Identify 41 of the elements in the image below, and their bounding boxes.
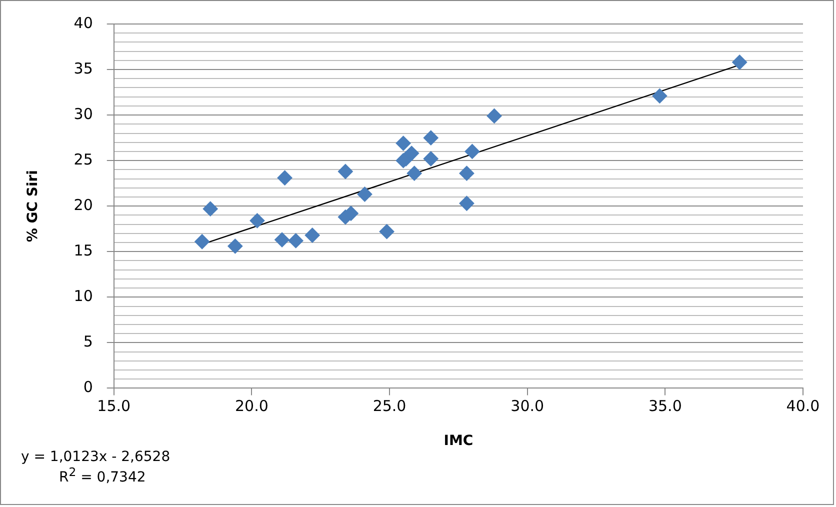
- point: [396, 136, 411, 151]
- x-tick-label: 40.0: [786, 397, 820, 416]
- y-tick-label: 20: [74, 196, 93, 214]
- x-tick-label: 25.0: [372, 397, 406, 416]
- point: [652, 88, 668, 104]
- point: [250, 213, 265, 228]
- point: [459, 166, 474, 181]
- y-tick-label: 5: [83, 332, 93, 351]
- point: [423, 151, 438, 166]
- x-tick-label: 35.0: [648, 397, 682, 416]
- y-axis-title: % GC Siri: [25, 170, 42, 242]
- point: [732, 54, 748, 70]
- point: [194, 234, 210, 250]
- point: [357, 186, 372, 202]
- y-tick-label: 15: [74, 242, 93, 260]
- point: [274, 232, 290, 248]
- point: [338, 164, 353, 179]
- point: [423, 130, 438, 146]
- x-tick-label: 30.0: [510, 397, 544, 416]
- point: [277, 170, 292, 186]
- y-tick-label: 40: [74, 14, 93, 32]
- point: [304, 228, 320, 243]
- point: [486, 108, 502, 124]
- point: [288, 233, 304, 248]
- y-tick-label: 35: [74, 59, 93, 78]
- x-axis-title: IMC: [444, 433, 474, 450]
- point: [406, 166, 422, 181]
- point: [202, 201, 218, 216]
- y-tick-label: 10: [74, 287, 93, 306]
- text: y = 1,0123x - 2,6528: [21, 449, 170, 465]
- x-tick-label: 20.0: [235, 397, 268, 416]
- point: [404, 146, 420, 161]
- y-tick-label: 30: [74, 104, 93, 123]
- point: [379, 224, 394, 240]
- y-tick-label: 25: [74, 150, 93, 168]
- point: [459, 196, 474, 211]
- point: [464, 144, 480, 159]
- point: [228, 238, 243, 254]
- y-tick-label: 0: [83, 378, 93, 396]
- x-tick-label: 15.0: [97, 397, 131, 416]
- text: R$^{2}$ = 0,7342: [59, 465, 147, 486]
